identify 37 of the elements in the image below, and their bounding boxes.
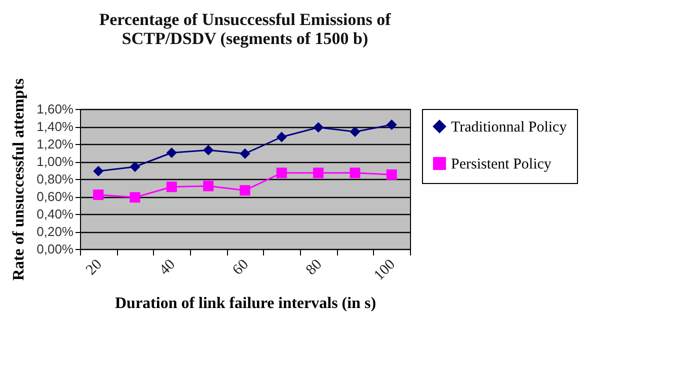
point	[276, 168, 287, 178]
y-tick-label: 0,80%	[36, 172, 74, 186]
point	[93, 166, 104, 176]
y-tick-label: 0,40%	[36, 206, 74, 222]
point	[313, 122, 324, 133]
point	[313, 168, 324, 178]
legend-label: Traditionnal Policy	[451, 120, 568, 136]
x-axis-title: Duration of link failure intervals (in s)	[114, 295, 376, 312]
point	[130, 162, 140, 172]
x-tick-label: 60	[230, 256, 252, 278]
x-tick-label: 100	[371, 256, 399, 284]
y-tick-label: 0,60%	[36, 189, 74, 204]
x-tick-label: 80	[303, 256, 326, 278]
y-tick-label: 1,00%	[36, 154, 74, 169]
point	[350, 168, 360, 178]
x-tick-label: 20	[83, 256, 106, 278]
point	[386, 169, 397, 180]
y-tick-label: 1,40%	[36, 119, 74, 134]
point	[240, 148, 250, 159]
point	[203, 180, 214, 192]
point	[240, 185, 250, 196]
point	[350, 126, 360, 137]
point	[203, 144, 214, 156]
y-tick-label: 0,00%	[36, 242, 74, 256]
legend-label: Persistent Policy	[451, 156, 552, 172]
x-tick-label: 40	[156, 256, 179, 278]
y-axis-title: Rate of unsuccessful attempts	[10, 78, 28, 281]
chart-title: Percentage of Unsuccessful Emissions of SCTP/DSDV (segments of 1500 b)	[99, 10, 392, 48]
point	[276, 132, 287, 142]
y-tick-label: 1,20%	[36, 136, 74, 152]
point	[166, 182, 177, 192]
point	[93, 190, 104, 200]
point	[386, 120, 397, 130]
point	[130, 192, 140, 203]
y-tick-label: 0,20%	[36, 224, 74, 239]
y-tick-label: 1,60%	[36, 102, 74, 116]
point	[166, 148, 177, 158]
